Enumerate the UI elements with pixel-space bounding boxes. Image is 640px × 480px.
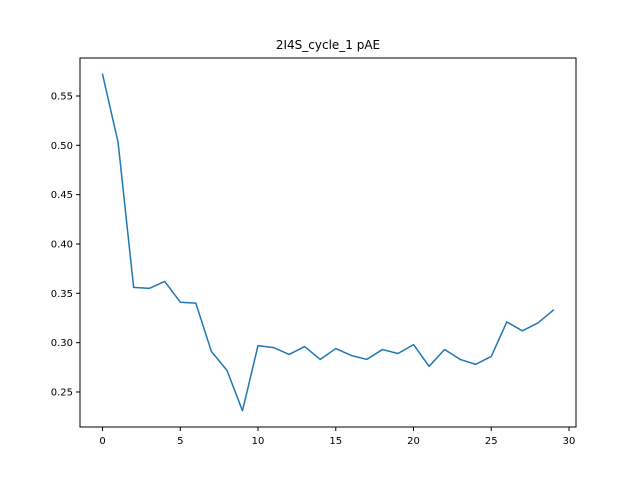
y-tick-label: 0.25	[51, 387, 73, 398]
y-tick-label: 0.40	[51, 239, 73, 250]
x-tick-label: 5	[177, 436, 183, 447]
x-tick-label: 0	[99, 436, 105, 447]
x-tick-label: 15	[329, 436, 342, 447]
y-tick-label: 0.30	[51, 338, 73, 349]
x-tick-label: 20	[407, 436, 420, 447]
y-tick-label: 0.50	[51, 141, 73, 152]
x-tick-label: 25	[485, 436, 498, 447]
chart-title: 2I4S_cycle_1 pAE	[276, 38, 380, 52]
series-line	[101, 73, 555, 412]
x-tick-label: 30	[563, 436, 576, 447]
x-axis: 0 5 10 15 20 25 30	[99, 427, 575, 447]
y-tick-label: 0.45	[51, 190, 73, 201]
plot-area	[101, 73, 555, 412]
axes-frame	[79, 57, 577, 428]
x-tick-label: 10	[252, 436, 265, 447]
y-tick-label: 0.55	[51, 91, 73, 102]
y-axis: 0.25 0.30 0.35 0.40 0.45 0.50 0.55	[51, 91, 80, 398]
y-tick-label: 0.35	[51, 289, 73, 300]
